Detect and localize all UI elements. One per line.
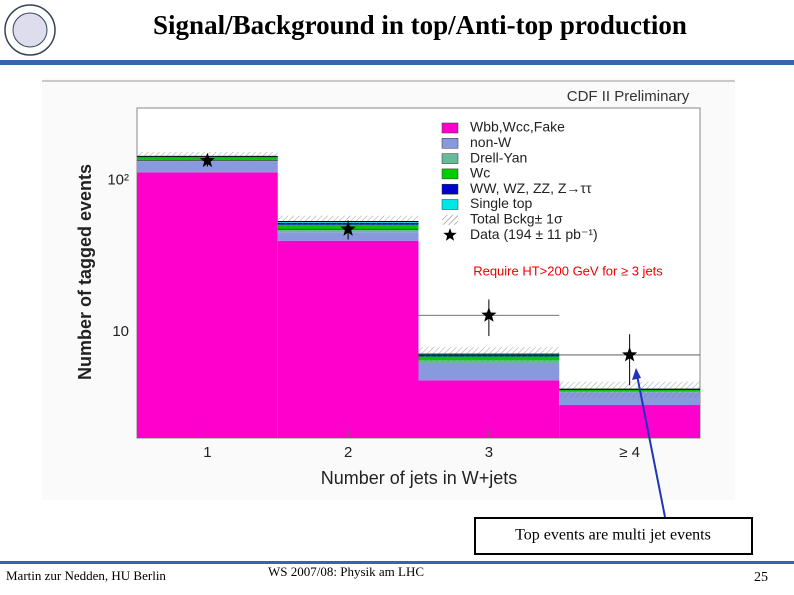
chart-title: CDF II Preliminary: [567, 88, 690, 105]
legend-label: Wbb,Wcc,Fake: [470, 119, 565, 135]
legend-label: WW, WZ, ZZ, Z→ττ: [470, 180, 592, 196]
data-point: [622, 346, 638, 362]
slide-title: Signal/Background in top/Anti-top produc…: [153, 10, 687, 40]
legend-swatch: [441, 168, 459, 180]
legend-star: [443, 228, 457, 241]
data-point: [199, 152, 215, 168]
data-point: [340, 221, 356, 236]
bar-segment: [418, 380, 560, 438]
legend-label: Wc: [470, 165, 490, 181]
callout-text: Top events are multi jet events: [515, 527, 711, 544]
legend-swatch: [441, 199, 459, 210]
callout-arrow: [635, 369, 666, 518]
legend-label: Total Bckg± 1σ: [470, 211, 563, 227]
y-tick-label: 10²: [107, 171, 129, 188]
bar-segment: [137, 161, 278, 173]
legend-swatch: [441, 153, 459, 164]
x-tick-label: 2: [344, 444, 352, 461]
legend-label: Drell-Yan: [470, 149, 527, 165]
legend-swatch: [441, 183, 459, 195]
legend-label: Single top: [470, 195, 532, 211]
legend-label: non-W: [470, 134, 512, 150]
legend-swatch: [442, 214, 458, 225]
footer-rule: [0, 561, 794, 564]
x-axis-label: Number of jets in W+jets: [321, 468, 518, 488]
legend-swatch: [441, 122, 459, 134]
bar-segment: [418, 363, 560, 381]
x-tick-label: ≥ 4: [619, 444, 640, 461]
annotation: Require HT>200 GeV for ≥ 3 jets: [473, 263, 663, 278]
chart: 10 10² 1 2 3 ≥ 4 Wbb,Wcc,Fakenon-WDrell-YanWcW…: [107, 119, 700, 461]
page-number: 25: [754, 570, 768, 585]
bar-segment: [277, 240, 419, 438]
callout-box: [474, 517, 753, 555]
bar-segment: [418, 360, 560, 364]
y-tick-label: 10: [112, 323, 129, 340]
legend-label: Data (194 ± 11 pb⁻¹): [470, 226, 598, 242]
x-tick-label: 3: [485, 444, 493, 461]
footer-left: Martin zur Nedden, HU Berlin: [6, 568, 166, 583]
legend-swatch: [441, 138, 459, 149]
title-rule: [0, 60, 794, 65]
data-point: [481, 307, 497, 322]
arrow-head: [632, 368, 641, 380]
logo: [4, 4, 56, 56]
y-axis-label: Number of tagged events: [75, 164, 95, 380]
footer-center: WS 2007/08: Physik am LHC: [268, 564, 424, 579]
x-tick-label: 1: [203, 444, 211, 461]
bar-segment: [137, 172, 278, 438]
